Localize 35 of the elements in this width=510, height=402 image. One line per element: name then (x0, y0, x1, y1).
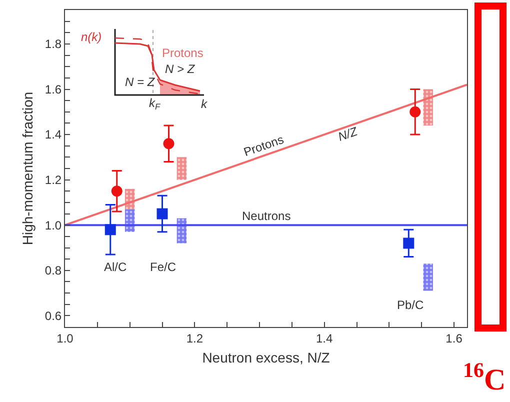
annotation: k (201, 97, 208, 111)
y-tick-label: 1.8 (44, 37, 62, 52)
annotation: Al/C (104, 260, 128, 274)
annotation: k$_{F}$ (149, 96, 161, 112)
annotation: Pb/C (397, 298, 424, 312)
text: Protons (242, 132, 286, 160)
y-tick-label: 1.2 (44, 173, 62, 188)
y-tick-label: 0.8 (44, 264, 62, 278)
point (163, 138, 174, 150)
annotation: N/Z (336, 124, 360, 144)
point (104, 224, 116, 236)
annotation: Fe/C (150, 260, 176, 274)
bar (176, 157, 187, 180)
point (156, 208, 168, 220)
annotation: N > Z (165, 62, 196, 76)
annotation: N = Z (125, 75, 156, 89)
bar (423, 264, 433, 291)
y-tick-label: 1.4 (44, 128, 62, 142)
x-tick-label: 1.0 (56, 331, 74, 346)
text: $^{16}$C (463, 358, 506, 397)
point (403, 238, 414, 249)
point (410, 106, 421, 118)
annotation: n(k) (81, 30, 102, 44)
bar (423, 89, 433, 126)
y-tick-label: 1.0 (44, 218, 62, 232)
x-axis-title: Neutron excess, N/Z (202, 350, 330, 366)
series-label: Neutrons (242, 209, 291, 223)
y-tick-label: 0.6 (44, 308, 62, 323)
y-tick-label: 1.6 (44, 82, 62, 96)
x-tick-label: 1.2 (186, 331, 204, 346)
x-tick-label: 1.6 (446, 331, 463, 346)
x-tick-label: 1.4 (316, 331, 334, 346)
point (111, 186, 122, 197)
annotation: Protons (162, 46, 204, 60)
y-axis-title: High-momentum fraction (20, 92, 36, 246)
